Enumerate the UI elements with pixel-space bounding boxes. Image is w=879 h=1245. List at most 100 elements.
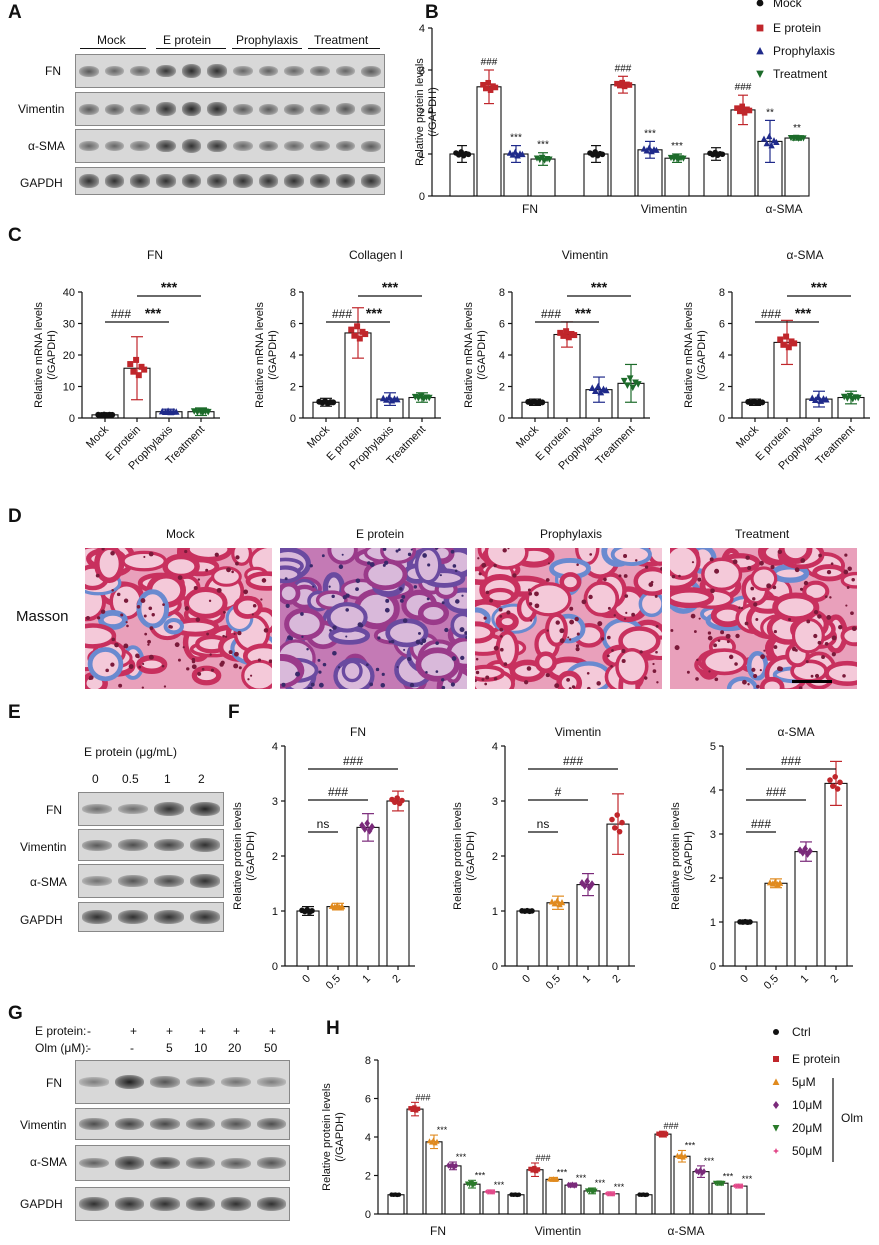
chart-c-2-title: Collagen I: [349, 248, 403, 262]
chart-f-3-sig-b-label: ###: [766, 785, 786, 799]
blot-band: [181, 139, 202, 153]
chart-h-legend-marker: [773, 1029, 779, 1035]
blot-g-olm-label: Olm (μM):: [35, 1041, 89, 1055]
chart-c-1-y-axis-label: Relative mRNA levels: [33, 302, 45, 408]
blot-band: [130, 140, 150, 152]
chart-f-3-sig-c-label: ###: [781, 754, 801, 768]
panel-letter-e: E: [8, 702, 21, 723]
chart-h-legend-marker: [773, 1056, 779, 1062]
chart-c-4-point: [785, 344, 792, 351]
chart-c-3-y-tick-label: 4: [499, 350, 505, 362]
chart-f-2-point: [612, 825, 618, 831]
chart-h-point: [606, 1191, 611, 1197]
chart-h-point: [415, 1106, 421, 1112]
chart-c-2-y-tick-label: 8: [290, 287, 296, 299]
chart-h-legend-label: E protein: [792, 1052, 840, 1066]
blot-a-asma-strip: [75, 129, 385, 163]
chart-h-bar: [463, 1183, 481, 1215]
chart-c-2-point: [425, 394, 433, 402]
chart-f-1-point: [309, 907, 315, 914]
chart-h-bar: [654, 1133, 672, 1215]
chart-f-3-y-axis-label: (/GAPDH): [683, 831, 695, 881]
chart-b-point: [626, 82, 633, 88]
chart-h-sig: ***: [437, 1125, 448, 1135]
chart-f-2-y-tick-label: 0: [492, 961, 498, 973]
blot-band: [181, 64, 202, 78]
chart-c-4-title: α-SMA: [787, 248, 824, 262]
blot-band: [79, 1118, 109, 1130]
chart-c-4-point: [791, 340, 798, 347]
blot-band: [118, 839, 148, 851]
chart-c-2-point: [356, 335, 363, 342]
chart-b-legend-label: Mock: [773, 0, 803, 10]
chart-c-3-y-tick-label: 0: [499, 413, 505, 425]
chart-f-1-point: [369, 822, 375, 831]
blot-band: [156, 174, 176, 188]
blot-band: [114, 1156, 144, 1170]
chart-h-sig: ***: [742, 1174, 753, 1184]
blot-band: [335, 174, 356, 188]
chart-h-legend-marker: [772, 1078, 780, 1085]
chart-h-point: [696, 1169, 701, 1176]
chart-h-sig: ***: [494, 1180, 505, 1190]
chart-c-4-y-tick-label: 4: [719, 350, 725, 362]
chart-b-point: [485, 79, 491, 86]
blot-g-olm-2: 5: [166, 1041, 173, 1055]
chart-f-2-y-tick-label: 4: [492, 741, 498, 753]
chart-b-legend-label: Treatment: [773, 67, 828, 81]
blot-band: [118, 875, 148, 887]
chart-c-2-y-axis-label: Relative mRNA levels: [254, 302, 266, 408]
chart-c-4-y-axis-label: (/GAPDH): [696, 330, 708, 380]
chart-b-point: [734, 105, 740, 111]
chart-f-3-bar: [764, 882, 788, 967]
chart-b-legend-marker: [756, 70, 764, 78]
chart-h-point: [434, 1138, 440, 1144]
chart-c-3-point: [624, 382, 631, 390]
chart-h-point: [604, 1191, 609, 1196]
chart-c-3-point: [571, 332, 578, 339]
chart-f-3-bar: [824, 782, 848, 967]
chart-b-point: [741, 110, 748, 116]
chart-b-point: [619, 79, 625, 86]
chart-h-sig: ***: [723, 1171, 734, 1181]
chart-b-legend-label: E protein: [773, 21, 821, 35]
chart-h-legend-label: Ctrl: [792, 1025, 811, 1039]
chart-f-2-point: [554, 897, 561, 904]
chart-b-point: [800, 135, 807, 142]
blot-band: [154, 838, 184, 852]
blot-band: [361, 103, 381, 115]
blot-a-group-prophylaxis: Prophylaxis: [236, 33, 299, 47]
chart-b-point: [680, 155, 687, 162]
chart-c-3-point: [588, 384, 596, 391]
blot-e-gapdh-strip: [78, 902, 224, 932]
panel-letter-h: H: [326, 1018, 340, 1039]
chart-h-sig: ***: [475, 1170, 486, 1180]
chart-b-sig: ***: [510, 133, 522, 144]
chart-c-1-y-tick-label: 20: [63, 350, 75, 362]
chart-h-sig: ***: [557, 1167, 568, 1177]
chart-h-point: [452, 1163, 457, 1170]
chart-f-2-sig-a-label: ns: [537, 817, 550, 831]
blot-e-dose-2: 2: [198, 772, 205, 786]
chart-h-bar: [583, 1190, 601, 1215]
chart-f-2-sig-c-label: ###: [563, 754, 583, 768]
chart-c-1-point: [204, 408, 212, 416]
chart-c-1-y-tick-label: 30: [63, 319, 75, 331]
blot-g-eprot-3: +: [199, 1024, 207, 1038]
blot-band: [104, 140, 125, 152]
chart-b-y-tick-label: 2: [419, 107, 425, 119]
chart-c-2-point: [330, 399, 337, 406]
chart-c-2-point: [393, 395, 401, 403]
chart-c-1-point: [135, 372, 142, 379]
chart-c-3-y-axis-label: (/GAPDH): [476, 330, 488, 380]
chart-b-legend-marker: [756, 0, 764, 7]
blot-a-group-treatment: Treatment: [314, 33, 369, 47]
chart-h-bar: [564, 1184, 582, 1215]
chart-h-bar: [425, 1141, 443, 1215]
chart-c-3-point: [563, 328, 570, 335]
blot-band: [82, 910, 112, 924]
chart-c-3-point: [539, 399, 546, 406]
chart-h-bar: [711, 1182, 729, 1215]
chart-b-sig: ###: [615, 63, 632, 74]
